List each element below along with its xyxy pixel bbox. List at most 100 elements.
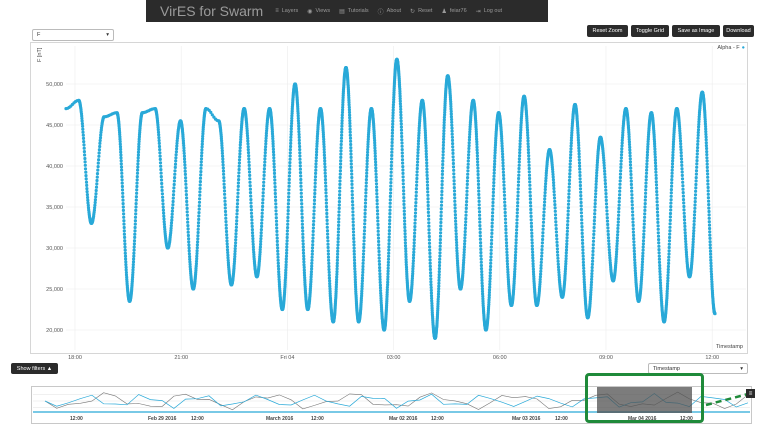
data-point [642,235,646,239]
toggle-grid-button[interactable]: Toggle Grid [631,25,669,37]
data-point [389,164,393,168]
data-point [494,141,498,145]
data-point [643,202,647,206]
data-point [633,258,637,262]
data-point [375,205,379,209]
data-point [437,275,441,280]
data-point [645,153,650,157]
data-point [529,204,533,208]
data-point [284,268,288,272]
data-point [707,199,711,203]
data-point [417,124,421,128]
data-point [388,222,392,226]
data-point [132,239,137,243]
download-button[interactable]: Download [723,25,754,37]
data-point [95,175,99,179]
data-point [263,157,267,161]
data-point [631,230,636,234]
data-point [641,251,645,255]
data-point [338,179,342,183]
data-point [310,264,314,268]
data-point [450,126,454,130]
data-point [198,197,202,201]
data-point [83,153,87,157]
data-point [326,232,330,236]
save-as-image-button[interactable]: Save as Image [672,25,720,37]
data-point [590,274,594,279]
brand-title[interactable]: VirES for Swarm [160,3,264,19]
data-point [277,275,281,279]
data-point [451,151,455,155]
data-point [465,200,469,204]
data-point [391,111,395,115]
data-point [353,267,357,271]
data-point [429,291,433,295]
nav-item-layers[interactable]: ≡ Layers [275,8,298,14]
data-point [643,215,647,219]
data-point [275,236,279,240]
data-point [336,236,340,241]
data-point [555,233,559,238]
data-point [540,251,544,255]
data-point [619,156,624,160]
data-point [374,166,378,170]
data-point [378,269,382,273]
data-point [405,267,409,272]
data-point [285,245,289,249]
data-point [706,182,710,186]
nav-item-feiar76[interactable]: ♟ feiar76 [441,8,466,15]
data-point [411,259,415,263]
data-point [655,196,659,200]
data-point [246,139,250,143]
data-point [372,134,376,138]
data-point [301,229,305,233]
data-point [658,272,662,276]
data-point [130,277,134,282]
data-point [502,187,506,191]
timeline-selection[interactable] [597,387,692,413]
data-point [378,275,382,279]
data-point [580,238,585,242]
data-point [325,211,329,216]
data-point [542,207,546,211]
nav-item-views[interactable]: ◉ Views [307,8,330,15]
plot-area[interactable] [30,42,748,354]
data-point [531,253,535,257]
data-point [591,243,595,247]
data-point [645,162,649,166]
data-point [607,239,611,243]
nav-item-reset[interactable]: ↻ Reset [410,8,432,15]
reset-zoom-button[interactable]: Reset Zoom [587,25,628,37]
data-point [453,213,457,217]
data-point [709,258,713,262]
data-point [185,213,189,217]
data-point [183,163,187,167]
legend[interactable]: Alpha - F ● [717,45,745,51]
parameter-select[interactable]: F ▾ [32,29,114,41]
data-point [526,142,530,146]
data-point [682,201,686,205]
data-point [322,147,326,152]
data-point [402,196,406,200]
data-point [239,137,243,142]
data-point [226,250,230,255]
data-point [387,248,391,252]
data-point [156,128,160,132]
nav-item-tutorials[interactable]: ▤ Tutorials [339,8,369,15]
data-point [518,136,523,140]
data-point [235,202,240,206]
data-point [195,254,199,258]
data-point [682,218,687,222]
show-filters-button[interactable]: Show filters ▲ [11,363,58,374]
data-point [590,265,594,270]
data-point [134,198,138,202]
data-point [502,190,506,194]
nav-item-about[interactable]: ⓘ About [378,7,401,16]
nav-item-log-out[interactable]: ⇥ Log out [476,8,502,15]
data-point [415,176,419,181]
data-point [691,234,696,238]
data-point [315,139,319,143]
timeline-options-icon[interactable]: ≡ [746,389,755,398]
data-point [630,186,634,190]
data-point [175,144,179,148]
